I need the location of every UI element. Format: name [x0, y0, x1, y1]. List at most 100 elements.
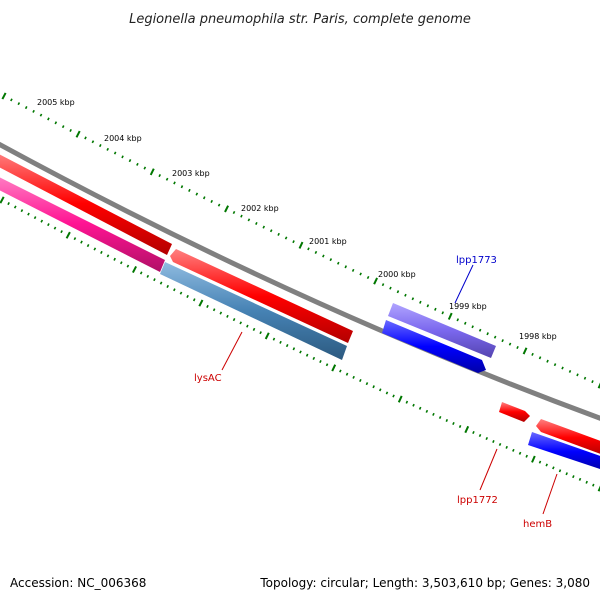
- minor-tick: [246, 324, 249, 328]
- leader-line-lpp1772: [479, 448, 498, 491]
- gene-feature-lysac: [160, 262, 347, 360]
- minor-tick: [292, 240, 295, 244]
- minor-tick: [20, 209, 24, 213]
- kbp-label-group: 2005 kbp 2004 kbp 2003 kbp 2002 kbp 2001…: [37, 98, 557, 341]
- minor-tick: [292, 347, 296, 351]
- minor-tick: [411, 297, 415, 301]
- minor-tick: [531, 352, 534, 356]
- minor-tick: [553, 363, 557, 367]
- minor-tick: [277, 232, 280, 236]
- minor-tick: [501, 339, 504, 343]
- minor-tick: [40, 219, 44, 223]
- minor-tick: [445, 418, 449, 423]
- minor-tick: [336, 261, 340, 265]
- minor-tick: [269, 229, 273, 233]
- minor-tick: [518, 451, 522, 455]
- minor-tick: [39, 113, 43, 117]
- gene-feature-lpp1772: [499, 402, 530, 422]
- major-tick: [198, 299, 204, 307]
- minor-tick: [498, 442, 502, 446]
- major-tick: [597, 382, 600, 389]
- minor-tick: [305, 353, 309, 357]
- major-tick: [331, 364, 337, 372]
- minor-tick: [158, 174, 162, 178]
- minor-tick: [493, 335, 497, 339]
- minor-tick: [372, 385, 375, 389]
- minor-tick: [463, 321, 467, 325]
- gene-label-lpp1772: lpp1772: [457, 495, 498, 506]
- kbp-label: 2003 kbp: [172, 169, 210, 178]
- minor-tick: [217, 203, 221, 207]
- minor-tick: [545, 463, 548, 467]
- major-tick: [373, 277, 379, 285]
- outer-tick-track: [1, 92, 600, 389]
- minor-tick: [538, 356, 542, 360]
- minor-tick: [572, 475, 575, 479]
- leader-line-lysac: [221, 331, 243, 371]
- rna-feature-pink: [0, 177, 165, 272]
- minor-tick: [192, 298, 196, 302]
- minor-tick: [418, 406, 422, 410]
- minor-tick: [359, 272, 362, 276]
- gene-label-lpp1773: lpp1773: [456, 255, 497, 266]
- minor-tick: [339, 369, 342, 373]
- minor-tick: [113, 257, 116, 261]
- minor-tick: [478, 433, 482, 438]
- kbp-label: 1999 kbp: [449, 302, 487, 311]
- kbp-label: 2002 kbp: [241, 204, 279, 213]
- minor-tick: [352, 375, 355, 379]
- minor-tick: [478, 328, 482, 332]
- minor-tick: [552, 466, 555, 470]
- minor-tick: [592, 483, 595, 487]
- minor-tick: [419, 300, 422, 304]
- minor-tick: [240, 214, 243, 218]
- major-tick: [0, 196, 5, 204]
- map-title: Legionella pneumophila str. Paris, compl…: [129, 12, 471, 27]
- minor-tick: [456, 318, 460, 322]
- minor-tick: [307, 247, 310, 251]
- major-tick: [447, 312, 453, 320]
- minor-tick: [100, 250, 103, 254]
- minor-tick: [10, 98, 13, 102]
- minor-tick: [404, 293, 407, 297]
- minor-tick: [143, 166, 147, 170]
- kbp-label: 2001 kbp: [309, 237, 347, 246]
- minor-tick: [578, 477, 582, 481]
- minor-tick: [458, 424, 462, 429]
- minor-tick: [98, 144, 102, 148]
- major-tick: [597, 485, 600, 492]
- minor-tick: [583, 376, 587, 380]
- minor-tick: [13, 205, 17, 209]
- minor-tick: [80, 240, 83, 244]
- minor-tick: [425, 409, 429, 413]
- kbp-label: 1998 kbp: [519, 332, 557, 341]
- gene-label-lysac: lysAC: [194, 373, 222, 384]
- minor-tick: [378, 388, 382, 392]
- genome-backbone: [0, 141, 600, 421]
- minor-tick: [165, 177, 169, 181]
- minor-tick: [202, 196, 206, 200]
- minor-tick: [139, 271, 143, 275]
- minor-tick: [210, 199, 214, 203]
- major-tick: [224, 205, 229, 213]
- cds-feature-forward: [170, 249, 353, 343]
- minor-tick: [319, 360, 322, 364]
- minor-tick: [472, 430, 475, 435]
- minor-tick: [381, 283, 385, 287]
- topology-text: Topology: circular; Length: 3,503,610 bp…: [259, 576, 590, 590]
- minor-tick: [232, 210, 236, 215]
- major-tick: [531, 455, 536, 463]
- minor-tick: [259, 331, 262, 335]
- minor-tick: [359, 378, 362, 383]
- minor-tick: [186, 294, 189, 298]
- minor-tick: [438, 415, 442, 419]
- minor-tick: [84, 136, 87, 140]
- minor-tick: [219, 311, 223, 315]
- minor-tick: [471, 325, 474, 329]
- minor-tick: [389, 286, 392, 290]
- minor-tick: [247, 218, 251, 222]
- minor-tick: [69, 128, 72, 132]
- minor-tick: [61, 125, 65, 129]
- minor-tick: [121, 155, 124, 159]
